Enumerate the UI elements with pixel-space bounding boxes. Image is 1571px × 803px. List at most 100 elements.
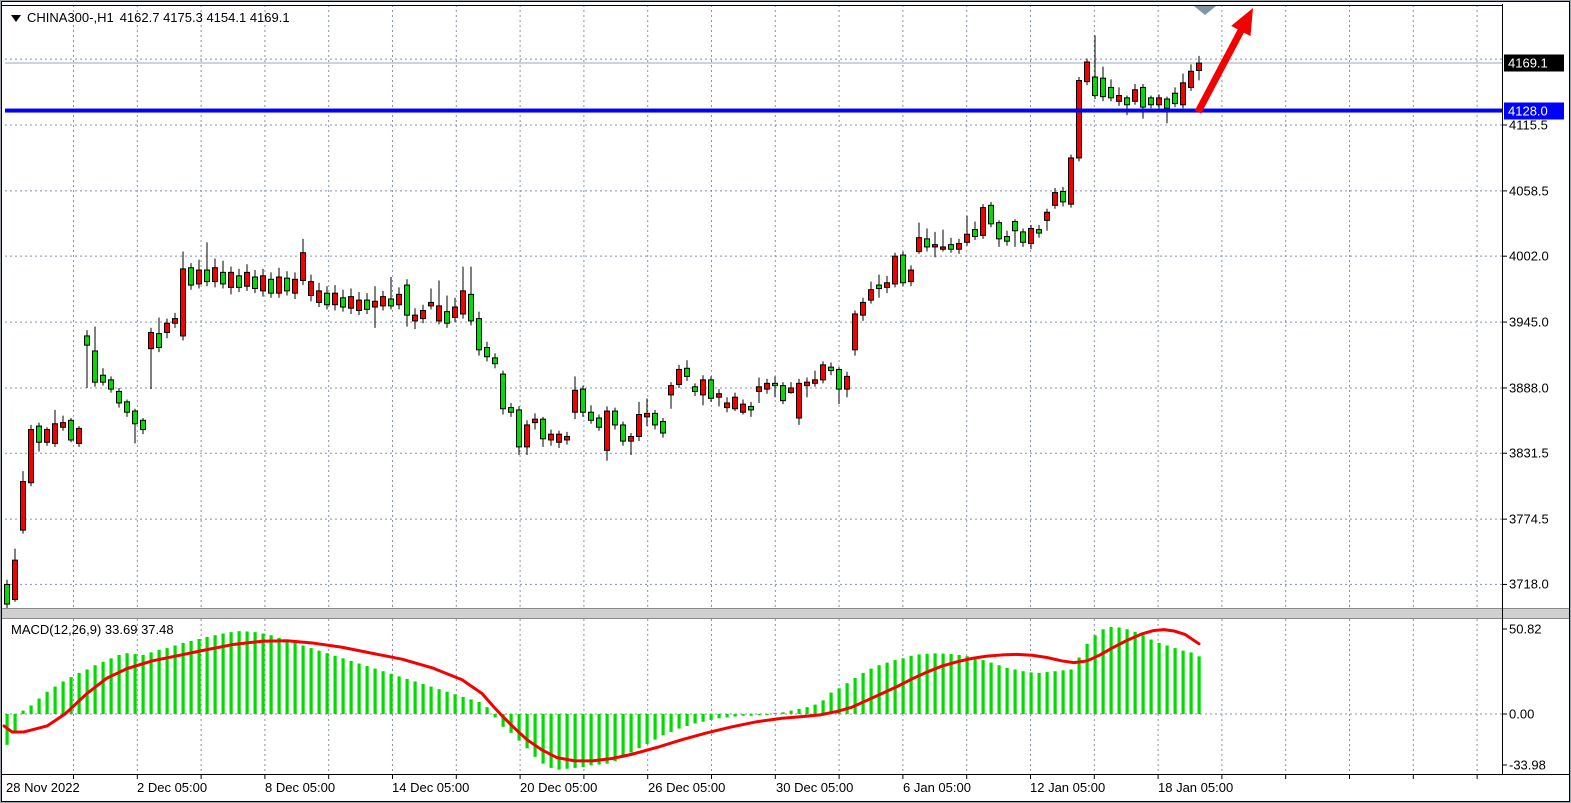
candle-body: [172, 318, 178, 324]
macd-histogram-bar: [13, 714, 17, 732]
trend-arrow-shaft[interactable]: [1194, 25, 1246, 114]
candle-body: [604, 410, 610, 451]
candle-body: [1108, 86, 1114, 99]
candle-body: [180, 268, 186, 337]
candle-body: [836, 368, 842, 390]
chart-shift-marker-icon[interactable]: [1194, 6, 1216, 15]
macd-histogram-bar: [1005, 667, 1009, 714]
macd-indicator-label: MACD(12,26,9) 33.69 37.48: [11, 622, 174, 637]
pane-separator[interactable]: [2, 608, 1569, 619]
candle-body: [500, 373, 506, 410]
candle-body: [644, 412, 650, 418]
candle-body: [4, 583, 10, 605]
macd-histogram-bar: [421, 684, 425, 714]
candle-body: [668, 385, 674, 396]
macd-histogram-bar: [229, 632, 233, 714]
candle-body: [492, 357, 498, 365]
candle-body: [916, 237, 922, 253]
candle-body: [1076, 80, 1082, 159]
horizontal-line-4128[interactable]: [5, 108, 1502, 113]
time-axis-label: 30 Dec 05:00: [776, 780, 854, 795]
macd-histogram-bar: [405, 678, 409, 714]
macd-histogram-bar: [597, 714, 601, 765]
macd-histogram-bar: [965, 656, 969, 714]
candle-body: [468, 293, 474, 322]
macd-histogram-bar: [773, 713, 777, 715]
macd-histogram-bar: [245, 631, 249, 714]
macd-histogram-bar: [165, 648, 169, 714]
macd-axis-label: 50.82: [1509, 621, 1542, 637]
candle-body: [676, 368, 682, 385]
candle-body: [396, 293, 402, 306]
time-axis-label: 2 Dec 05:00: [137, 780, 208, 795]
candle-body: [444, 311, 450, 324]
macd-histogram-bar: [429, 686, 433, 714]
candle-body: [884, 282, 890, 288]
candle-body: [1164, 98, 1170, 109]
candle-body: [764, 382, 770, 390]
price-axis-label: 3718.0: [1509, 576, 1549, 592]
candle-body: [1116, 95, 1122, 102]
time-axis-label: 14 Dec 05:00: [392, 780, 470, 795]
time-axis-label: 28 Nov 2022: [6, 780, 80, 795]
macd-histogram-bar: [1125, 629, 1129, 714]
macd-histogram-bar: [1013, 669, 1017, 714]
candle-body: [28, 429, 34, 484]
macd-histogram-bar: [469, 699, 473, 714]
candle-body: [940, 246, 946, 250]
candle-body: [732, 396, 738, 410]
candle-body: [692, 386, 698, 392]
candle-body: [124, 401, 130, 413]
macd-histogram-bar: [573, 714, 577, 768]
macd-histogram-bar: [205, 636, 209, 714]
macd-histogram-bar: [437, 689, 441, 714]
macd-histogram-bar: [637, 714, 641, 749]
macd-histogram-bar: [37, 698, 41, 714]
candle-body: [828, 366, 834, 372]
symbol-period-label: CHINA300-,H1: [27, 10, 114, 25]
candle-body: [516, 409, 522, 448]
macd-histogram-bar: [277, 637, 281, 714]
macd-histogram-bar: [1109, 627, 1113, 714]
candle-body: [52, 423, 58, 444]
price-axis-label: 3945.0: [1509, 314, 1549, 330]
macd-histogram-bar: [541, 714, 545, 764]
candle-body: [1180, 82, 1186, 106]
candle-body: [708, 379, 714, 399]
macd-histogram-bar: [877, 665, 881, 714]
macd-histogram-bar: [1045, 672, 1049, 714]
macd-histogram-bar: [605, 714, 609, 764]
candle-body: [724, 402, 730, 409]
macd-histogram-bar: [917, 654, 921, 714]
candle-body: [556, 433, 562, 443]
macd-histogram-bar: [77, 672, 81, 714]
candle-body: [460, 290, 466, 315]
macd-histogram-bar: [717, 714, 721, 719]
macd-histogram-bar: [1077, 657, 1081, 714]
time-axis-label: 12 Jan 05:00: [1030, 780, 1106, 795]
candle-body: [1004, 236, 1010, 242]
candle-body: [68, 419, 74, 441]
macd-histogram-bar: [29, 705, 33, 714]
candle-body: [628, 435, 634, 442]
symbol-dropdown-icon[interactable]: [11, 15, 21, 22]
macd-histogram-bar: [61, 681, 65, 714]
candle-body: [796, 382, 802, 419]
candle-body: [1156, 97, 1162, 106]
trend-arrow-head[interactable]: [1231, 8, 1253, 37]
candle-body: [372, 300, 378, 308]
candle-body: [1028, 227, 1034, 244]
macd-histogram-bar: [613, 714, 617, 762]
candle-body: [1060, 190, 1066, 203]
candle-body: [660, 420, 666, 434]
macd-histogram-bar: [669, 714, 673, 732]
candle-body: [164, 322, 170, 333]
candle-body: [620, 424, 626, 442]
macd-histogram-bar: [693, 714, 697, 724]
macd-histogram-bar: [989, 662, 993, 714]
candle-body: [1036, 229, 1042, 234]
candle-body: [380, 296, 386, 307]
macd-histogram-bar: [197, 639, 201, 714]
